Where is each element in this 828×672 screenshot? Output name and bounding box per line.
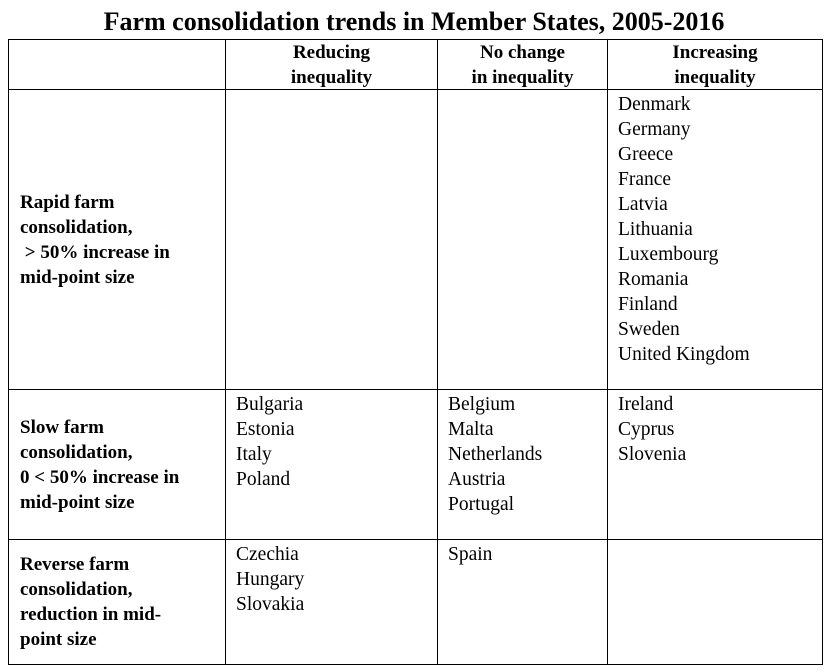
table-title: Farm consolidation trends in Member Stat… — [103, 7, 725, 36]
country-item: Ireland — [618, 394, 674, 415]
cell-slow-no-change: Belgium Malta Netherlands Austria Portug… — [438, 390, 607, 539]
table-border-top — [8, 39, 823, 40]
country-item: Romania — [618, 269, 689, 290]
country-item: Latvia — [618, 194, 668, 215]
country-item: Lithuania — [618, 219, 693, 240]
country-item: Slovenia — [618, 444, 687, 465]
col-divider-1 — [225, 39, 226, 665]
row-label-line: consolidation, — [20, 441, 133, 463]
row-label-line: mid-point size — [20, 491, 135, 513]
country-item: Austria — [448, 469, 506, 490]
cell-slow-reducing: Bulgaria Estonia Italy Poland — [226, 390, 437, 539]
country-item: Spain — [448, 544, 493, 565]
country-item: France — [618, 169, 672, 190]
country-item: Cyprus — [618, 419, 675, 440]
country-item: Germany — [618, 119, 691, 140]
country-item: Malta — [448, 419, 494, 440]
row-label-line: reduction in mid- — [20, 604, 162, 625]
col-divider-2 — [437, 39, 438, 665]
row-label-line: Reverse farm — [20, 554, 130, 575]
country-item: Czechia — [236, 544, 299, 565]
header-divider — [8, 89, 823, 90]
row-label-line: 0 < 50% increase in — [20, 466, 180, 488]
country-item: Netherlands — [448, 444, 543, 465]
country-item: Finland — [618, 294, 678, 315]
row-label-rapid: Rapid farm consolidation, > 50% increase… — [9, 90, 225, 389]
table-border-left — [8, 39, 9, 665]
header-no-change: No change in inequality — [438, 40, 607, 89]
cell-rapid-no-change — [438, 90, 607, 389]
country-item: United Kingdom — [618, 344, 750, 365]
country-item: Bulgaria — [236, 394, 304, 415]
cell-reverse-reducing: Czechia Hungary Slovakia — [226, 540, 437, 664]
country-item: Denmark — [618, 94, 691, 115]
cell-slow-increasing: Ireland Cyprus Slovenia — [608, 390, 822, 539]
row-label-line: point size — [20, 629, 97, 650]
table-border-bottom — [8, 664, 823, 665]
header-increasing-line2: inequality — [674, 67, 756, 88]
row-label-line: Rapid farm — [20, 191, 115, 213]
row-divider-1 — [8, 389, 823, 390]
header-no-change-line1: No change — [480, 42, 565, 63]
header-reducing: Reducing inequality — [226, 40, 437, 89]
table-border-right — [822, 39, 823, 665]
country-item: Luxembourg — [618, 244, 719, 265]
country-item: Slovakia — [236, 594, 305, 615]
country-item: Estonia — [236, 419, 295, 440]
header-reducing-line2: inequality — [290, 67, 373, 88]
country-item: Belgium — [448, 394, 516, 415]
row-divider-2 — [8, 539, 823, 540]
country-item: Poland — [236, 469, 291, 490]
country-item: Greece — [618, 144, 674, 165]
country-item: Hungary — [236, 569, 305, 590]
country-item: Sweden — [618, 319, 680, 340]
row-label-line: consolidation, — [20, 216, 133, 238]
header-no-change-line2: in inequality — [471, 67, 574, 88]
row-label-slow: Slow farm consolidation, 0 < 50% increas… — [9, 390, 225, 539]
col-divider-3 — [607, 39, 608, 665]
row-label-reverse: Reverse farm consolidation, reduction in… — [9, 540, 225, 664]
country-item: Italy — [236, 444, 272, 465]
header-increasing: Increasing inequality — [608, 40, 822, 89]
cell-reverse-increasing — [608, 540, 822, 664]
header-increasing-line1: Increasing — [672, 42, 758, 63]
row-label-line: Slow farm — [20, 416, 104, 438]
country-item: Portugal — [448, 494, 515, 515]
cell-rapid-reducing — [226, 90, 437, 389]
cell-rapid-increasing: Denmark Germany Greece France Latvia Lit… — [608, 90, 822, 389]
row-label-line: > 50% increase in — [20, 241, 170, 263]
row-label-line: mid-point size — [20, 266, 135, 288]
header-reducing-line1: Reducing — [292, 42, 371, 63]
row-label-line: consolidation, — [20, 579, 133, 600]
cell-reverse-no-change: Spain — [438, 540, 607, 664]
